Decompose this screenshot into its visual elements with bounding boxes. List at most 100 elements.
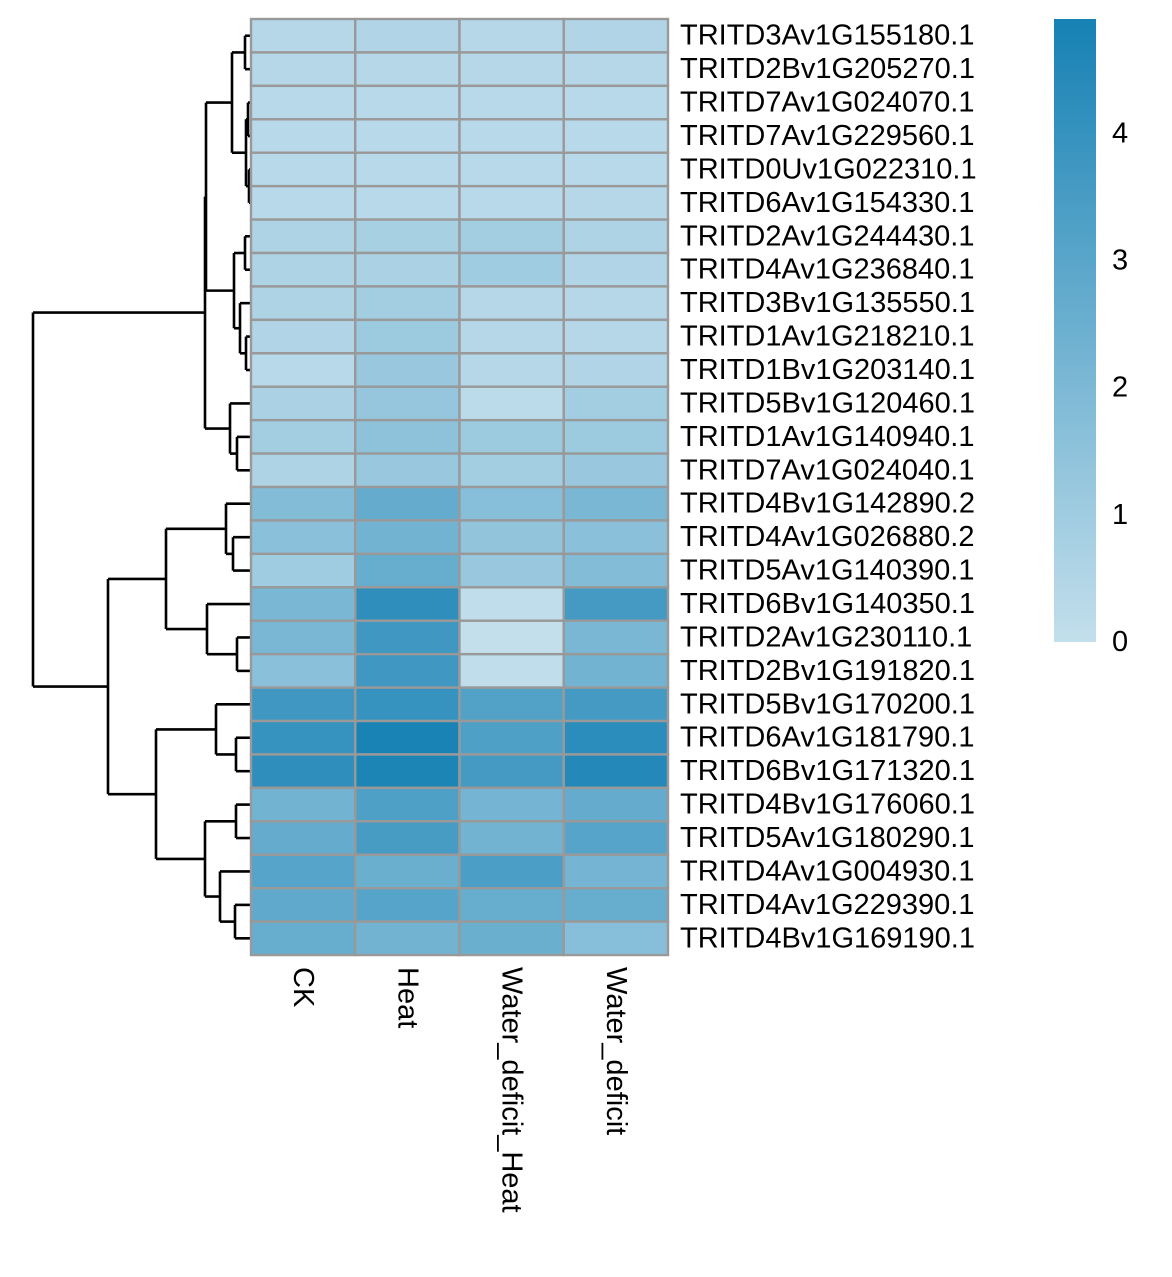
heatmap-cell: [458, 352, 565, 388]
heatmap-cell: [354, 184, 461, 221]
heatmap-cell: [354, 51, 461, 88]
heatmap-cell: [354, 853, 461, 890]
heatmap-cell: [354, 352, 461, 388]
row-label: TRITD4Bv1G142890.2: [680, 488, 975, 520]
heatmap-cell: [458, 218, 565, 255]
column-label: Water_deficit: [600, 967, 632, 1135]
row-label: TRITD1Bv1G203140.1: [680, 354, 975, 386]
heatmap-cell: [458, 519, 565, 556]
heatmap-cell: [249, 184, 357, 221]
heatmap-cell: [458, 418, 565, 455]
row-label: TRITD2Av1G244430.1: [680, 220, 974, 252]
heatmap-cell: [458, 686, 565, 723]
heatmap-cell: [249, 485, 357, 522]
heatmap-cell: [354, 619, 461, 656]
heatmap-cell: [354, 686, 461, 723]
heatmap-cell: [562, 51, 670, 88]
heatmap-cell: [354, 385, 461, 422]
heatmap-cell: [354, 820, 461, 856]
heatmap-cell: [458, 485, 565, 522]
heatmap-cell: [249, 686, 357, 723]
heatmap-cell: [249, 753, 357, 790]
colorbar-gradient: [1054, 19, 1096, 642]
heatmap-cell: [562, 452, 670, 489]
row-label: TRITD7Av1G024040.1: [680, 454, 974, 486]
heatmap-cell: [354, 920, 461, 957]
heatmap-cell: [458, 17, 565, 54]
row-label: TRITD2Bv1G191820.1: [680, 655, 975, 687]
heatmap-cells: [249, 17, 670, 957]
heatmap-cell: [458, 251, 565, 288]
heatmap-cell: [562, 251, 670, 288]
heatmap-cell: [249, 519, 357, 556]
heatmap-cell: [458, 318, 565, 355]
heatmap-cell: [562, 352, 670, 388]
heatmap-cell: [562, 719, 670, 756]
heatmap-cell: [249, 17, 357, 54]
heatmap-cell: [458, 285, 565, 322]
heatmap-cell: [562, 552, 670, 589]
heatmap-cell: [458, 652, 565, 689]
heatmap-cell: [562, 385, 670, 422]
heatmap-cell: [354, 786, 461, 823]
heatmap-cell: [458, 184, 565, 221]
heatmap-cell: [249, 886, 357, 923]
column-label: Heat: [391, 967, 423, 1028]
row-label: TRITD5Bv1G170200.1: [680, 688, 975, 720]
heatmap-cell: [458, 719, 565, 756]
row-label: TRITD7Av1G229560.1: [680, 120, 974, 152]
row-label: TRITD4Av1G229390.1: [680, 889, 974, 921]
heatmap-cell: [354, 586, 461, 622]
heatmap-cell: [458, 552, 565, 589]
heatmap-cell: [354, 886, 461, 923]
heatmap-cell: [249, 920, 357, 957]
heatmap-cell: [354, 452, 461, 489]
heatmap-cell: [354, 519, 461, 556]
heatmap-cell: [562, 820, 670, 856]
heatmap-cell: [562, 519, 670, 556]
heatmap-cell: [354, 318, 461, 355]
heatmap-cell: [562, 17, 670, 54]
row-label: TRITD5Av1G180290.1: [680, 822, 974, 854]
heatmap-cell: [249, 251, 357, 288]
heatmap-cell: [249, 619, 357, 656]
heatmap-cell: [458, 151, 565, 188]
heatmap-cell: [249, 552, 357, 589]
colorbar-tick-label: 2: [1112, 372, 1128, 404]
heatmap-cell: [562, 151, 670, 188]
heatmap-cell: [354, 218, 461, 255]
colorbar: 0 1 2 3 4: [1054, 19, 1128, 658]
heatmap-cell: [354, 485, 461, 522]
heatmap-cell: [354, 151, 461, 188]
heatmap-cell: [354, 17, 461, 54]
row-label: TRITD2Bv1G205270.1: [680, 53, 975, 85]
row-label: TRITD4Bv1G169190.1: [680, 922, 975, 954]
heatmap-cell: [458, 920, 565, 957]
heatmap-cell: [354, 84, 461, 121]
heatmap-cell: [562, 886, 670, 923]
heatmap-cell: [458, 853, 565, 890]
heatmap-cell: [249, 719, 357, 756]
heatmap-cell: [249, 352, 357, 388]
row-label: TRITD1Av1G218210.1: [680, 321, 974, 353]
heatmap-cell: [354, 251, 461, 288]
row-label: TRITD5Av1G140390.1: [680, 555, 974, 587]
heatmap-cell: [249, 786, 357, 823]
row-label: TRITD4Av1G004930.1: [680, 855, 974, 887]
row-label: TRITD6Bv1G140350.1: [680, 588, 975, 620]
heatmap-cell: [562, 686, 670, 723]
heatmap-cell: [249, 452, 357, 489]
heatmap-cell: [458, 586, 565, 622]
row-label: TRITD3Bv1G135550.1: [680, 287, 975, 319]
heatmap-cell: [249, 853, 357, 890]
heatmap-cell: [249, 285, 357, 322]
column-labels: CK Heat Water_deficit_Heat Water_deficit: [287, 967, 632, 1213]
colorbar-tick-label: 4: [1112, 117, 1128, 149]
heatmap-cell: [354, 652, 461, 689]
row-label: TRITD0Uv1G022310.1: [680, 153, 977, 185]
heatmap-cell: [458, 820, 565, 856]
heatmap-cell: [562, 84, 670, 121]
heatmap-cell: [354, 719, 461, 756]
heatmap-cell: [249, 820, 357, 856]
colorbar-tick-label: 1: [1112, 499, 1128, 531]
